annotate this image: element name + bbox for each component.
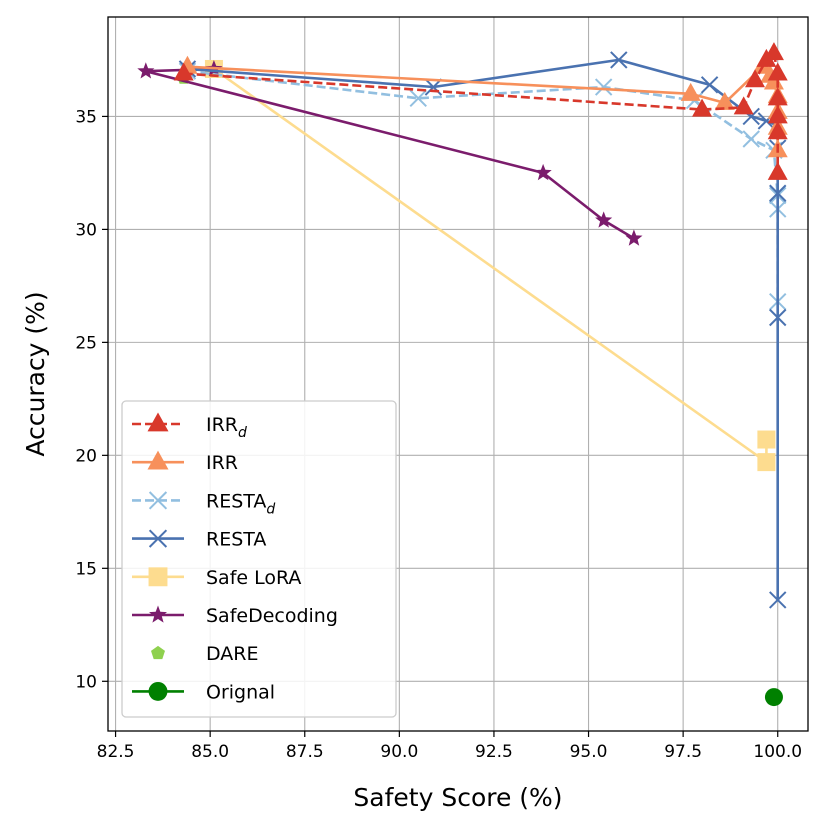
safedecoding-point [137, 62, 155, 79]
y-tick-label: 10 [75, 672, 97, 692]
legend-marker [148, 567, 168, 587]
legend-marker [147, 450, 169, 470]
legend-marker [147, 412, 169, 432]
irr-d-point [767, 121, 788, 140]
legend-box [121, 400, 397, 718]
resta-point [610, 51, 628, 69]
x-tick-label: 100.0 [753, 742, 802, 762]
y-tick-label: 15 [75, 559, 97, 579]
x-tick-label: 87.5 [286, 742, 324, 762]
series-orignal [764, 688, 783, 707]
irr-d-point [763, 42, 784, 61]
x-tick-label: 92.5 [475, 742, 513, 762]
legend-marker [151, 645, 165, 660]
irr-d-point [767, 161, 788, 180]
resta-point [769, 308, 787, 327]
legend-label: IRR [206, 452, 238, 474]
legend-marker [149, 605, 167, 623]
series-irr [177, 55, 788, 158]
legend-marker [148, 491, 168, 510]
x-tick-label: 95.0 [570, 742, 608, 762]
legend-entry-safedecoding: SafeDecoding [132, 605, 338, 627]
irr-point [714, 91, 735, 110]
legend-marker [148, 529, 168, 548]
x-tick-label: 82.5 [97, 742, 135, 762]
legend-entry-irr-d: IRRd [132, 412, 247, 441]
y-tick-label: 35 [75, 107, 97, 127]
series-irr-d [173, 42, 788, 180]
legend-label: DARE [206, 643, 259, 665]
x-tick-label: 97.5 [664, 742, 702, 762]
irr-d-point [692, 98, 713, 117]
orignal-point [764, 688, 783, 707]
safe-lora-point [757, 453, 776, 472]
safedecoding-point [534, 163, 552, 181]
irr-d-point [767, 62, 788, 81]
resta-point [769, 591, 787, 609]
legend-label: SafeDecoding [206, 605, 338, 627]
safe-lora-point [757, 430, 776, 449]
legend-entry-dare: DARE [151, 643, 259, 665]
series-layer [137, 42, 788, 707]
plot-frame [107, 16, 809, 732]
y-tick-label: 25 [75, 333, 97, 353]
legend-label: RESTA [206, 529, 266, 551]
resta-point [769, 184, 787, 202]
legend-label: Orignal [206, 681, 275, 703]
legend: IRRd IRR RESTAd RESTA Safe LoRA SafeDecoding D… [121, 400, 397, 718]
y-ticks: 10 15 20 25 30 35 [75, 107, 108, 692]
y-tick-label: 30 [75, 220, 97, 240]
safedecoding-point [595, 211, 613, 228]
legend-entry-resta: RESTA [132, 529, 266, 551]
x-ticks: 82.5 85.0 87.5 90.0 92.5 95.0 97.5 100.0 [97, 731, 802, 762]
legend-label: Safe LoRA [206, 567, 301, 589]
legend-entry-orignal: Orignal [132, 681, 275, 703]
resta-d-point [409, 89, 427, 108]
legend-entry-irr: IRR [132, 450, 238, 474]
resta-d-point [594, 78, 613, 96]
x-tick-label: 90.0 [380, 742, 418, 762]
safedecoding-point [625, 229, 643, 246]
irr-d-point [767, 87, 788, 106]
legend-marker [148, 681, 168, 701]
irr-d-point [745, 69, 766, 88]
irr-d-point [733, 96, 754, 115]
irr-d-point [767, 105, 788, 124]
irr-point [680, 82, 701, 101]
resta-d-point [742, 130, 760, 148]
legend-label: IRRd [206, 414, 247, 441]
legend-entry-resta-d: RESTAd [132, 490, 275, 517]
resta-point [700, 76, 719, 94]
legend-label: RESTAd [206, 490, 275, 517]
x-tick-label: 85.0 [191, 742, 229, 762]
legend-entry-safe-lora: Safe LoRA [132, 567, 301, 589]
irr-d-point [173, 62, 194, 81]
y-axis-title: Accuracy (%) [21, 291, 50, 456]
x-axis-title: Safety Score (%) [353, 783, 562, 812]
y-tick-label: 20 [75, 446, 97, 466]
